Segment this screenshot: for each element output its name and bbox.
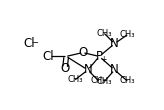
Text: CH₃: CH₃ xyxy=(91,76,106,85)
Text: CH₃: CH₃ xyxy=(97,77,112,86)
Text: Cl: Cl xyxy=(43,50,54,63)
Text: N: N xyxy=(110,63,119,76)
Text: CH₃: CH₃ xyxy=(67,75,83,84)
Text: O: O xyxy=(60,62,70,75)
Text: +: + xyxy=(101,55,107,64)
Text: O: O xyxy=(78,46,87,59)
Text: N: N xyxy=(83,63,92,76)
Text: Cl: Cl xyxy=(23,37,35,50)
Text: −: − xyxy=(31,38,38,47)
Text: CH₃: CH₃ xyxy=(97,29,112,38)
Text: N: N xyxy=(110,37,119,50)
Text: P: P xyxy=(96,50,103,63)
Text: CH₃: CH₃ xyxy=(120,30,135,39)
Text: CH₃: CH₃ xyxy=(120,76,135,85)
